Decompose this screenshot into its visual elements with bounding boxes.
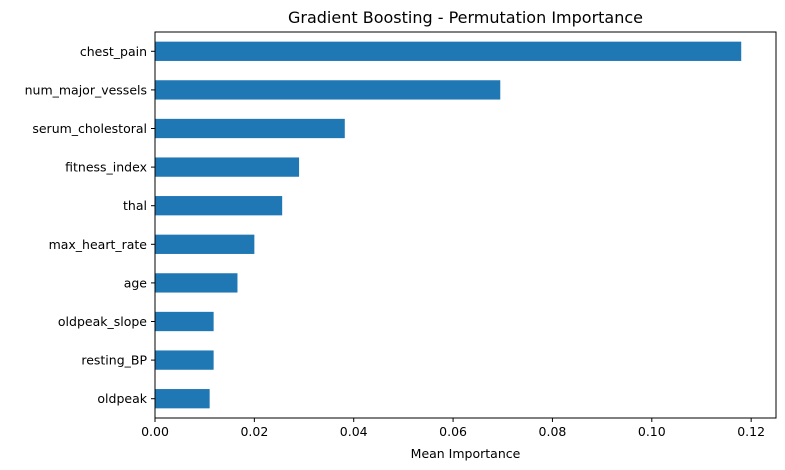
x-axis-label: Mean Importance xyxy=(411,446,521,461)
bar-chest_pain xyxy=(155,41,742,61)
y-tick-label: max_heart_rate xyxy=(49,237,148,252)
x-tick-label: 0.10 xyxy=(638,424,666,439)
y-tick-label: fitness_index xyxy=(65,160,147,175)
bar-max_heart_rate xyxy=(155,234,255,254)
x-tick-label: 0.12 xyxy=(737,424,765,439)
plot-bars xyxy=(155,41,742,409)
x-tick-label: 0.00 xyxy=(141,424,169,439)
plot-frame xyxy=(154,31,777,419)
x-axis: 0.00 0.02 0.04 0.06 0.08 0.10 0.12 xyxy=(141,418,765,439)
bar-num_major_vessels xyxy=(155,80,501,100)
y-tick-label: num_major_vessels xyxy=(25,82,147,97)
bar-age xyxy=(155,273,238,293)
bar-fitness_index xyxy=(155,157,300,177)
bar-oldpeak xyxy=(155,389,210,409)
y-tick-label: oldpeak xyxy=(97,391,147,406)
x-tick-label: 0.04 xyxy=(340,424,368,439)
bar-oldpeak_slope xyxy=(155,311,214,332)
y-tick-label: serum_cholestoral xyxy=(32,121,147,136)
y-tick-label: oldpeak_slope xyxy=(58,314,147,329)
y-tick-label: chest_pain xyxy=(80,44,147,59)
y-axis: chest_pain num_major_vessels serum_cholest… xyxy=(25,44,155,406)
x-tick-label: 0.08 xyxy=(539,424,567,439)
bar-serum_cholestoral xyxy=(155,118,345,139)
chart-title: Gradient Boosting - Permutation Importan… xyxy=(288,8,643,27)
bar-resting_BP xyxy=(155,350,214,370)
y-tick-label: resting_BP xyxy=(81,353,147,368)
y-tick-label: thal xyxy=(123,198,147,213)
x-tick-label: 0.02 xyxy=(240,424,268,439)
y-tick-label: age xyxy=(124,275,148,290)
x-tick-label: 0.06 xyxy=(439,424,467,439)
bar-thal xyxy=(155,196,283,216)
